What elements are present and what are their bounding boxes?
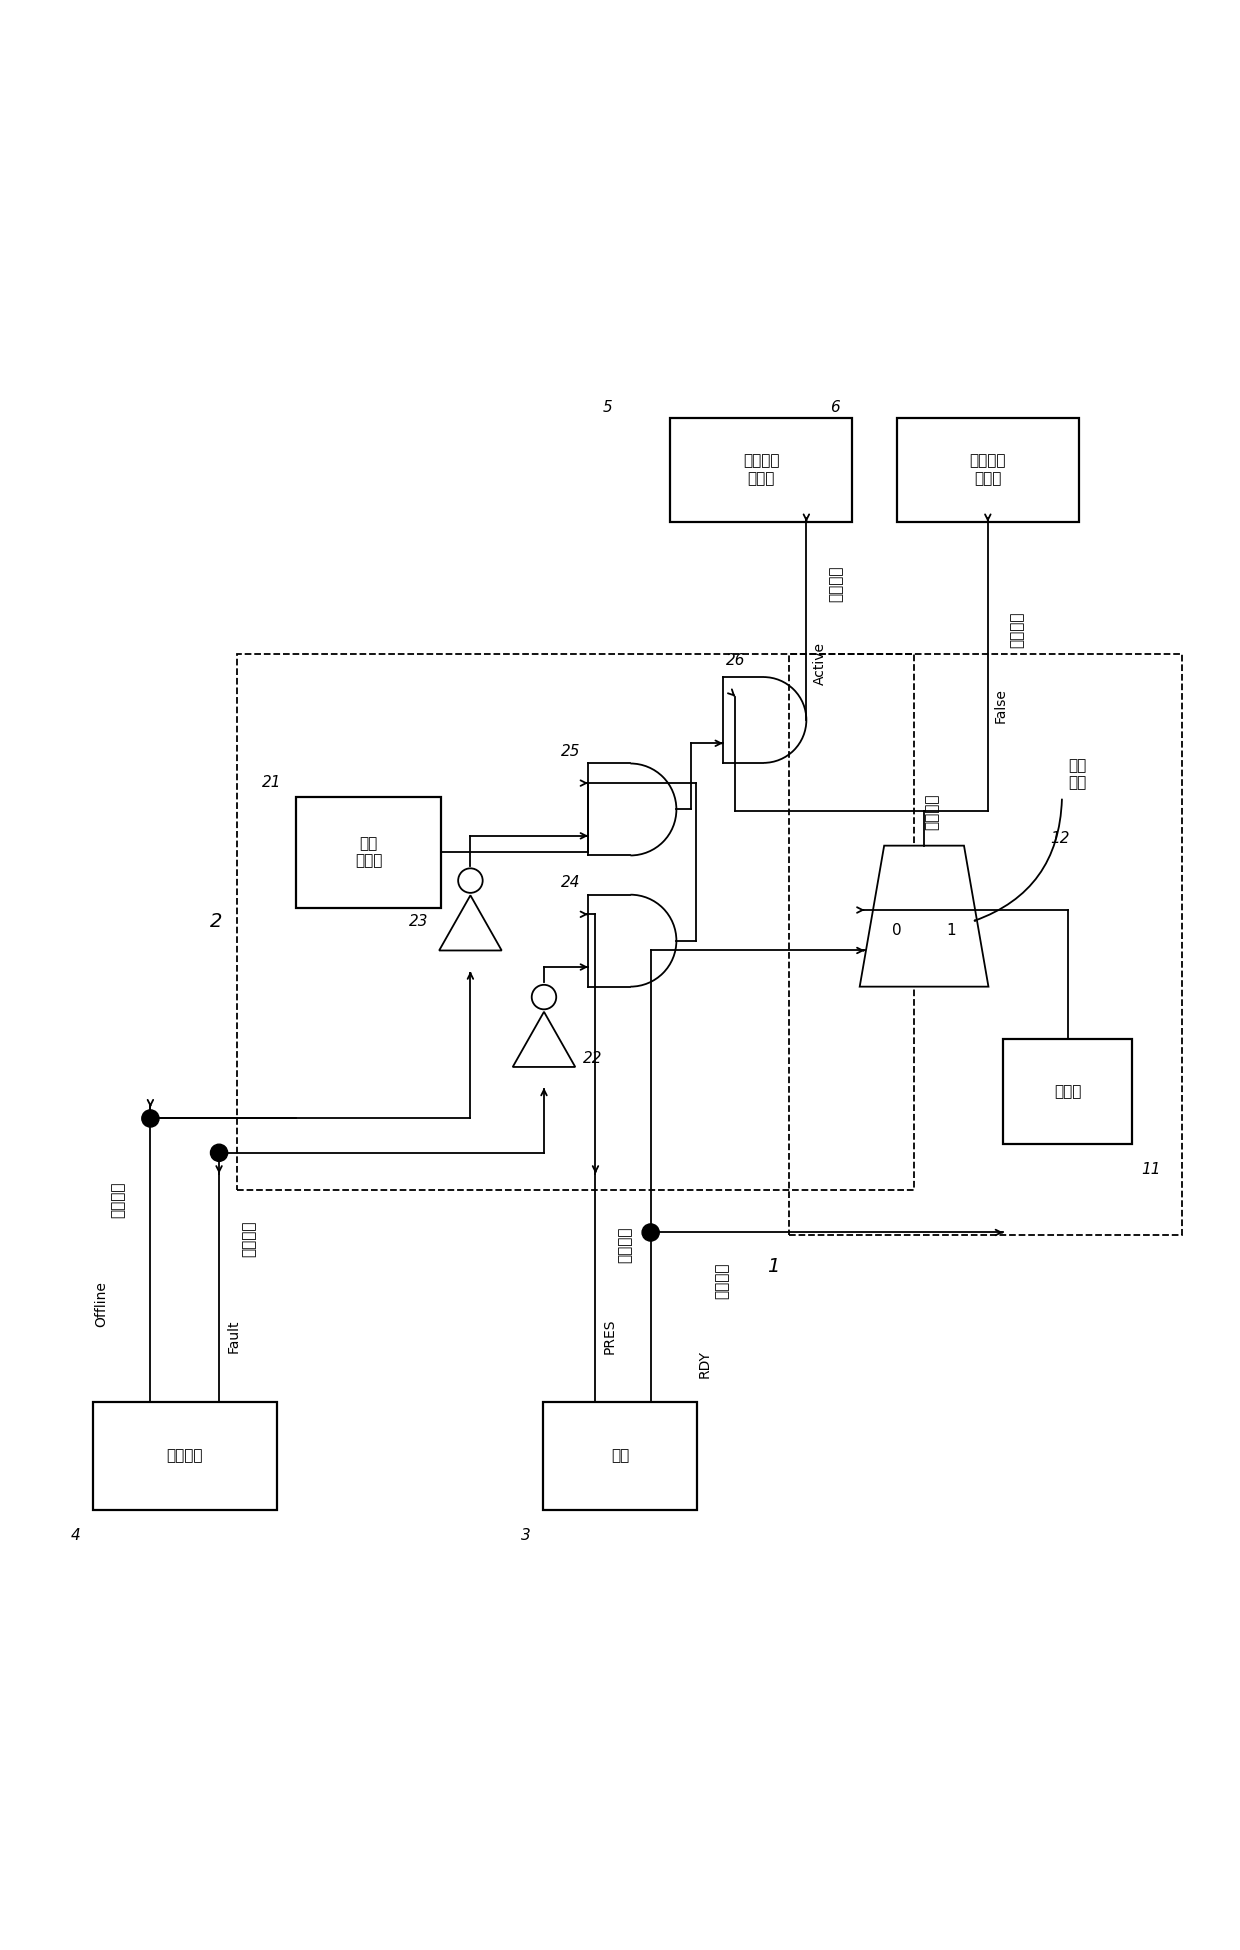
Text: 警告信号: 警告信号 — [1009, 612, 1025, 647]
Text: 状态信号: 状态信号 — [714, 1262, 729, 1299]
Circle shape — [458, 868, 482, 893]
Text: PRES: PRES — [603, 1318, 616, 1355]
Polygon shape — [859, 846, 988, 987]
Text: Fault: Fault — [227, 1320, 241, 1353]
Text: 错误信号: 错误信号 — [241, 1221, 257, 1258]
Text: 21: 21 — [262, 776, 281, 790]
Text: 26: 26 — [725, 653, 745, 667]
Circle shape — [211, 1145, 228, 1162]
Bar — [789, 653, 1182, 1234]
Text: 驱动信号: 驱动信号 — [828, 566, 843, 603]
Bar — [671, 417, 852, 523]
Text: Offline: Offline — [94, 1281, 109, 1326]
Text: 型样
产生器: 型样 产生器 — [355, 837, 382, 868]
Text: 5: 5 — [603, 400, 613, 415]
Circle shape — [642, 1225, 660, 1240]
Circle shape — [141, 1110, 159, 1127]
Bar — [1003, 1039, 1132, 1143]
Text: Active: Active — [812, 642, 827, 684]
Text: 2: 2 — [211, 913, 223, 932]
Text: 离线信号: 离线信号 — [110, 1182, 126, 1217]
Text: 1: 1 — [768, 1258, 780, 1275]
Text: 第一发光
二极体: 第一发光 二极体 — [743, 454, 779, 486]
Text: 选择
信号: 选择 信号 — [1068, 759, 1086, 790]
Bar — [296, 798, 441, 907]
Text: 1: 1 — [946, 924, 956, 938]
Text: 控制信号: 控制信号 — [924, 794, 939, 829]
Text: 24: 24 — [562, 876, 580, 891]
Text: 0: 0 — [893, 924, 901, 938]
Text: 第二发光
二极体: 第二发光 二极体 — [970, 454, 1006, 486]
Text: RDY: RDY — [697, 1349, 712, 1379]
Bar — [237, 653, 914, 1190]
Text: 4: 4 — [71, 1529, 81, 1542]
Text: 连线信号: 连线信号 — [618, 1227, 632, 1264]
Bar — [543, 1402, 697, 1509]
Text: 硬盘: 硬盘 — [611, 1449, 629, 1462]
Text: 3: 3 — [521, 1529, 531, 1542]
Text: False: False — [994, 688, 1008, 723]
Text: 计时器: 计时器 — [1054, 1084, 1081, 1100]
Text: 22: 22 — [583, 1051, 603, 1067]
Text: 11: 11 — [1142, 1162, 1161, 1178]
Text: 6: 6 — [830, 400, 839, 415]
Polygon shape — [512, 1012, 575, 1067]
Text: 12: 12 — [1050, 831, 1069, 846]
Bar — [897, 417, 1079, 523]
Polygon shape — [439, 895, 502, 950]
Text: 23: 23 — [409, 915, 429, 928]
Text: 微处理器: 微处理器 — [166, 1449, 203, 1462]
FancyArrowPatch shape — [975, 800, 1061, 920]
Text: 25: 25 — [562, 745, 580, 759]
Bar — [93, 1402, 277, 1509]
Circle shape — [532, 985, 557, 1010]
